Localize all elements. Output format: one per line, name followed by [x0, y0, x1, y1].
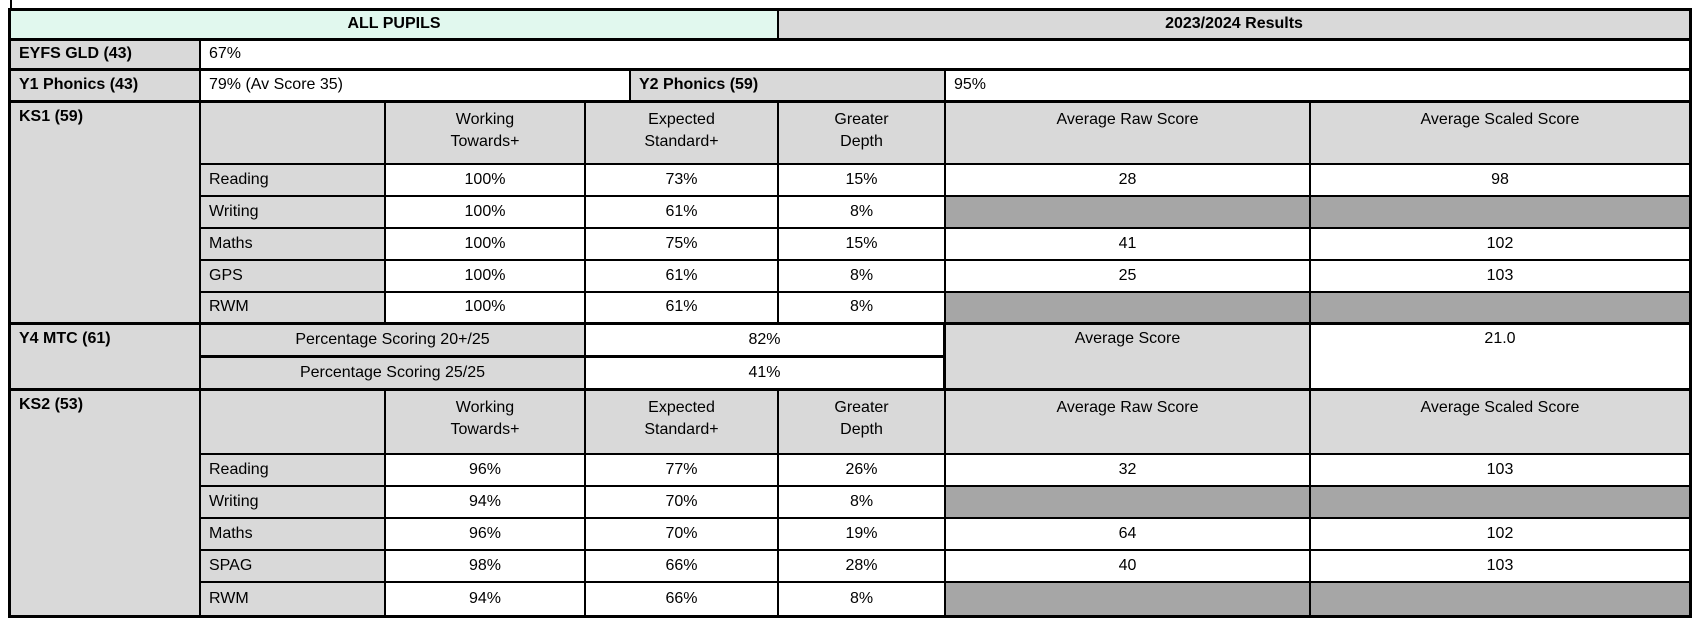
ks2-header-greater-depth: Greater Depth: [779, 391, 946, 455]
y4-mtc-scoring-20-value: 82%: [586, 325, 946, 358]
ks1-maths-raw: 41: [946, 229, 1311, 261]
y4-mtc-scoring-25-label: Percentage Scoring 25/25: [201, 358, 586, 391]
ks2-spag-wt: 98%: [386, 551, 586, 583]
ks2-writing-raw-blocked: [946, 487, 1311, 519]
ks1-gps-wt: 100%: [386, 261, 586, 293]
ks2-spag-subject: SPAG: [201, 551, 386, 583]
ks1-gps-raw: 25: [946, 261, 1311, 293]
ks2-spag-scaled: 103: [1311, 551, 1689, 583]
y4-mtc-scoring-25-value: 41%: [586, 358, 946, 391]
ks1-gps-subject: GPS: [201, 261, 386, 293]
ks2-maths-gd: 19%: [779, 519, 946, 551]
ks1-header-greater-depth: Greater Depth: [779, 103, 946, 165]
ks1-rwm-es: 61%: [586, 293, 779, 325]
ks2-rwm-wt: 94%: [386, 583, 586, 615]
ks2-rwm-subject: RWM: [201, 583, 386, 615]
results-table: ALL PUPILS 2023/2024 Results EYFS GLD (4…: [8, 8, 1692, 618]
ks2-writing-es: 70%: [586, 487, 779, 519]
y2-phonics-label: Y2 Phonics (59): [631, 71, 946, 103]
ks2-header-average-scaled-score: Average Scaled Score: [1311, 391, 1689, 455]
eyfs-gld-label: EYFS GLD (43): [11, 41, 201, 71]
ks2-writing-scaled-blocked: [1311, 487, 1689, 519]
ks1-writing-wt: 100%: [386, 197, 586, 229]
ks2-writing-subject: Writing: [201, 487, 386, 519]
ks1-writing-subject: Writing: [201, 197, 386, 229]
y1-phonics-value: 79% (Av Score 35): [201, 71, 631, 103]
ks2-reading-es: 77%: [586, 455, 779, 487]
y4-mtc-scoring-20-label: Percentage Scoring 20+/25: [201, 325, 586, 358]
ks1-header-average-raw-score: Average Raw Score: [946, 103, 1311, 165]
ks2-maths-es: 70%: [586, 519, 779, 551]
ks2-writing-gd: 8%: [779, 487, 946, 519]
y4-mtc-section-label: Y4 MTC (61): [11, 325, 201, 391]
ks1-header-working-towards: Working Towards+: [386, 103, 586, 165]
y4-mtc-average-score-value: 21.0: [1311, 325, 1689, 391]
ks1-rwm-subject: RWM: [201, 293, 386, 325]
ks1-rwm-raw-blocked: [946, 293, 1311, 325]
ks1-writing-scaled-blocked: [1311, 197, 1689, 229]
ks2-reading-gd: 26%: [779, 455, 946, 487]
ks1-reading-scaled: 98: [1311, 165, 1689, 197]
eyfs-gld-value: 67%: [201, 41, 1689, 71]
ks1-rwm-gd: 8%: [779, 293, 946, 325]
ks2-rwm-scaled-blocked: [1311, 583, 1689, 615]
ks2-subject-header-blank: [201, 391, 386, 455]
all-pupils-banner: ALL PUPILS: [11, 11, 779, 41]
ks2-section-label: KS2 (53): [11, 391, 201, 615]
y1-phonics-label: Y1 Phonics (43): [11, 71, 201, 103]
ks1-subject-header-blank: [201, 103, 386, 165]
ks1-header-average-scaled-score: Average Scaled Score: [1311, 103, 1689, 165]
ks1-rwm-scaled-blocked: [1311, 293, 1689, 325]
ks1-maths-subject: Maths: [201, 229, 386, 261]
ks1-reading-gd: 15%: [779, 165, 946, 197]
ks1-rwm-wt: 100%: [386, 293, 586, 325]
ks2-reading-subject: Reading: [201, 455, 386, 487]
ks2-rwm-es: 66%: [586, 583, 779, 615]
ks1-gps-es: 61%: [586, 261, 779, 293]
ks1-gps-scaled: 103: [1311, 261, 1689, 293]
ks1-maths-wt: 100%: [386, 229, 586, 261]
ks1-reading-subject: Reading: [201, 165, 386, 197]
ks2-spag-raw: 40: [946, 551, 1311, 583]
ks1-writing-raw-blocked: [946, 197, 1311, 229]
ks2-reading-raw: 32: [946, 455, 1311, 487]
y4-mtc-average-score-label: Average Score: [946, 325, 1311, 391]
y2-phonics-value: 95%: [946, 71, 1689, 103]
ks2-header-working-towards: Working Towards+: [386, 391, 586, 455]
ks2-maths-subject: Maths: [201, 519, 386, 551]
ks1-writing-gd: 8%: [779, 197, 946, 229]
ks2-rwm-raw-blocked: [946, 583, 1311, 615]
ks2-reading-wt: 96%: [386, 455, 586, 487]
ks2-header-expected-standard: Expected Standard+: [586, 391, 779, 455]
ks1-maths-gd: 15%: [779, 229, 946, 261]
ks1-writing-es: 61%: [586, 197, 779, 229]
ks2-rwm-gd: 8%: [779, 583, 946, 615]
results-year-banner: 2023/2024 Results: [779, 11, 1689, 41]
grid-edge-tick: [10, 0, 12, 9]
ks2-writing-wt: 94%: [386, 487, 586, 519]
ks1-header-expected-standard: Expected Standard+: [586, 103, 779, 165]
ks1-reading-raw: 28: [946, 165, 1311, 197]
ks2-maths-scaled: 102: [1311, 519, 1689, 551]
ks2-header-average-raw-score: Average Raw Score: [946, 391, 1311, 455]
ks1-gps-gd: 8%: [779, 261, 946, 293]
ks1-section-label: KS1 (59): [11, 103, 201, 325]
ks2-maths-wt: 96%: [386, 519, 586, 551]
ks2-maths-raw: 64: [946, 519, 1311, 551]
ks2-spag-es: 66%: [586, 551, 779, 583]
ks1-maths-es: 75%: [586, 229, 779, 261]
ks2-spag-gd: 28%: [779, 551, 946, 583]
ks1-reading-wt: 100%: [386, 165, 586, 197]
ks1-maths-scaled: 102: [1311, 229, 1689, 261]
ks1-reading-es: 73%: [586, 165, 779, 197]
ks2-reading-scaled: 103: [1311, 455, 1689, 487]
